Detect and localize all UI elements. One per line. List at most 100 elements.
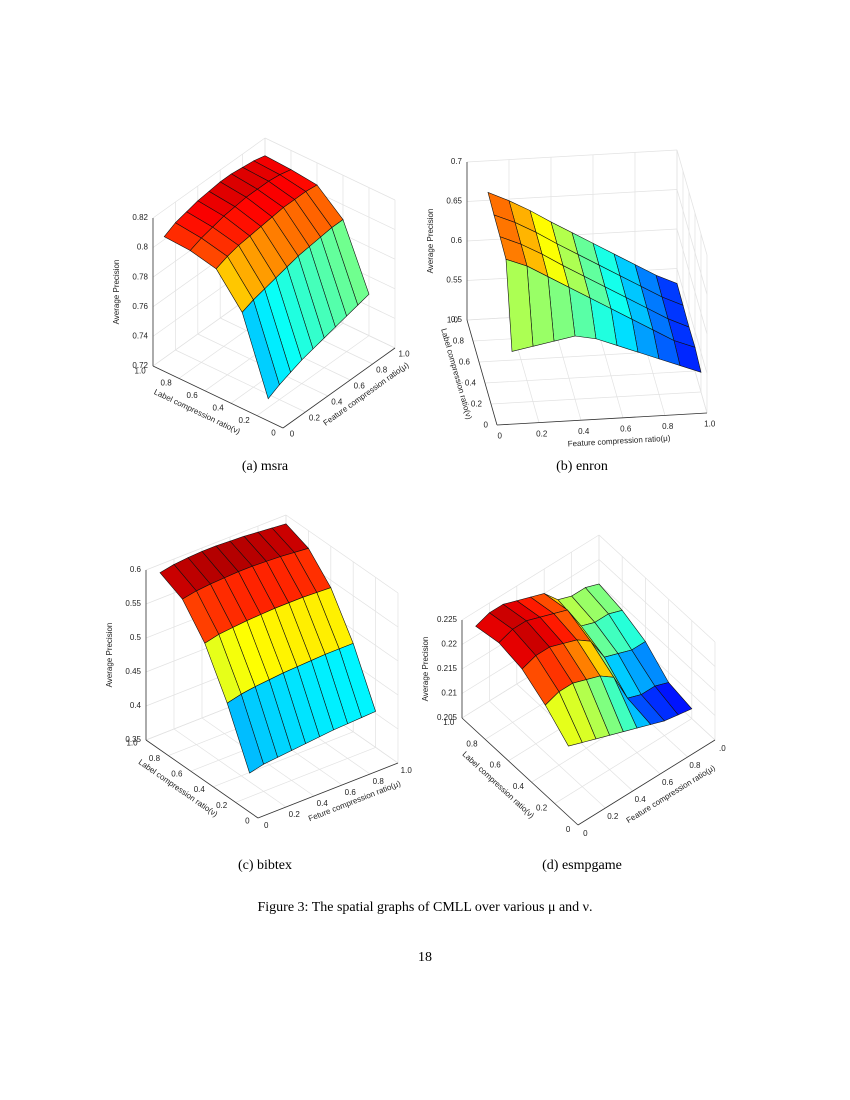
chart-caption: (b) enron xyxy=(556,459,608,474)
x-tick-label: 0 xyxy=(264,821,269,830)
y-tick-label: 0.4 xyxy=(513,782,525,791)
x-tick-label: 0.4 xyxy=(331,397,343,406)
axis-line xyxy=(282,347,396,429)
x-tick-label: 1.0 xyxy=(704,420,716,429)
z-tick-label: 0.55 xyxy=(125,599,141,608)
x-tick-label: 0.8 xyxy=(373,777,385,786)
z-tick-label: 0.74 xyxy=(132,332,148,341)
z-tick-label: 0.205 xyxy=(437,713,458,722)
x-tick-label: 0.2 xyxy=(309,413,321,422)
y-tick-label: 1.0 xyxy=(135,366,147,375)
axis-line xyxy=(461,717,579,826)
y-tick-label: 0 xyxy=(484,421,489,430)
surface-patch xyxy=(226,693,264,774)
x-tick-label: 0.2 xyxy=(289,810,301,819)
y-tick-label: 1.0 xyxy=(126,738,138,747)
z-axis-label: Average Precision xyxy=(426,209,435,274)
surface-patch xyxy=(505,258,534,352)
y-tick-label: 0.8 xyxy=(453,337,465,346)
grid-line xyxy=(213,731,354,788)
axis-line xyxy=(466,319,498,426)
x-tick-label: 0.8 xyxy=(689,761,701,770)
grid-line xyxy=(461,534,600,621)
axis-line xyxy=(257,762,399,819)
z-tick-label: 0.76 xyxy=(132,302,148,311)
y-tick-label: 1.0 xyxy=(443,718,455,727)
y-tick-label: 0 xyxy=(245,816,250,825)
y-tick-label: 0.4 xyxy=(194,785,206,794)
y-tick-label: 0.2 xyxy=(536,803,548,812)
chart-caption: (d) esmpgame xyxy=(542,858,622,873)
axis-line xyxy=(496,412,708,426)
grid-line xyxy=(484,370,696,384)
grid-line xyxy=(173,728,287,808)
page-number: 18 xyxy=(418,950,432,965)
x-tick-label: 0 xyxy=(498,432,503,441)
axis-line xyxy=(152,365,284,429)
x-tick-label: 0.4 xyxy=(635,795,647,804)
grid-line xyxy=(175,349,306,413)
z-tick-label: 0.65 xyxy=(446,197,462,206)
x-tick-label: 0.6 xyxy=(662,778,674,787)
z-tick-label: 0.82 xyxy=(132,213,148,222)
y-tick-label: 0.8 xyxy=(149,754,161,763)
x-tick-label: 0.2 xyxy=(536,429,548,438)
x-tick-label: 0.4 xyxy=(578,427,590,436)
x-tick-label: 0.6 xyxy=(354,381,366,390)
y-tick-label: 0.4 xyxy=(465,379,477,388)
grid-line xyxy=(152,137,266,219)
z-tick-label: 0.55 xyxy=(446,276,462,285)
z-tick-label: 0.8 xyxy=(137,243,149,252)
x-tick-label: 0.4 xyxy=(317,799,329,808)
y-tick-label: 0.6 xyxy=(171,770,183,779)
z-tick-label: 0.225 xyxy=(437,615,458,624)
z-tick-label: 0.4 xyxy=(130,701,142,710)
x-tick-label: 0 xyxy=(583,829,588,838)
x-tick-label: 0.6 xyxy=(620,425,632,434)
y-tick-label: 0.2 xyxy=(216,801,228,810)
figure-caption: Figure 3: The spatial graphs of CMLL ove… xyxy=(258,900,593,915)
x-tick-label: 0.8 xyxy=(376,365,388,374)
chart-caption: (c) bibtex xyxy=(238,858,292,873)
y-tick-label: 0.8 xyxy=(466,739,478,748)
y-tick-label: 0.4 xyxy=(213,404,225,413)
x-tick-label: 0.6 xyxy=(345,788,357,797)
chart-caption: (a) msra xyxy=(242,459,289,474)
axis-line xyxy=(577,739,716,826)
y-tick-label: 0 xyxy=(566,825,571,834)
z-tick-label: 0.22 xyxy=(441,640,457,649)
z-axis-label: Average Precision xyxy=(112,260,121,325)
y-tick-label: 0.6 xyxy=(459,358,471,367)
y-tick-label: 0.6 xyxy=(490,761,502,770)
grid-line xyxy=(598,559,716,667)
z-tick-label: 0.5 xyxy=(130,633,142,642)
z-tick-label: 0.5 xyxy=(451,315,463,324)
surface-patch xyxy=(544,691,583,747)
x-tick-label: 1.0 xyxy=(401,766,413,775)
y-axis-label: Label compression ratio(ν) xyxy=(137,758,220,819)
grid-line xyxy=(554,718,692,804)
grid-line xyxy=(490,391,702,405)
y-tick-label: 0.2 xyxy=(239,416,251,425)
z-tick-label: 0.7 xyxy=(451,157,463,166)
z-tick-label: 0.6 xyxy=(130,565,142,574)
y-tick-label: 0.6 xyxy=(187,391,199,400)
z-tick-label: 0.78 xyxy=(132,272,148,281)
grid-line xyxy=(264,137,396,201)
grid-line xyxy=(145,514,287,571)
z-tick-label: 0.72 xyxy=(132,361,148,370)
z-axis-label: Average Precision xyxy=(421,637,430,702)
grid-line xyxy=(676,189,708,295)
x-axis-label: Feature compression ratio(μ) xyxy=(322,360,411,427)
x-tick-label: 0.2 xyxy=(607,812,619,821)
z-tick-label: 0.215 xyxy=(437,664,458,673)
y-tick-label: 0.2 xyxy=(471,400,483,409)
surface-patch xyxy=(241,299,280,400)
y-tick-label: 0 xyxy=(271,428,276,437)
axis-line xyxy=(145,739,259,819)
grid-line xyxy=(489,700,606,809)
grid-line xyxy=(676,149,708,256)
z-tick-label: 0.21 xyxy=(441,689,457,698)
grid-line xyxy=(235,747,376,803)
